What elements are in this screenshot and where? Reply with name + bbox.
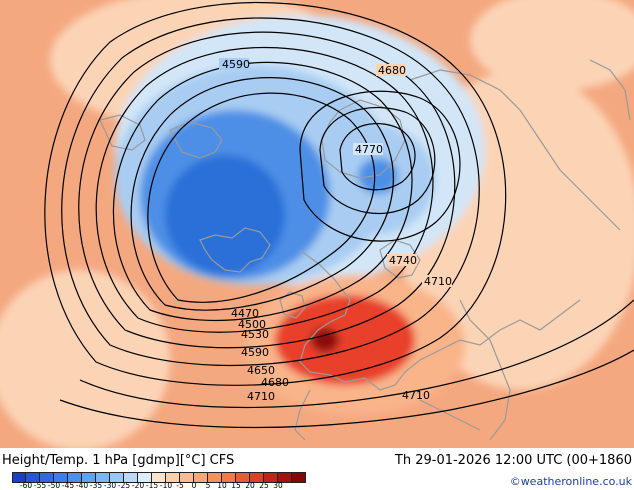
colorbar-swatch xyxy=(250,472,264,483)
contour-line xyxy=(130,77,394,311)
contour-label-4770: 4770 xyxy=(355,143,383,156)
colorbar-tick-label: -10 xyxy=(159,481,173,490)
coastline xyxy=(409,69,621,231)
contour-label-bg xyxy=(219,58,249,70)
dark-red-area xyxy=(311,328,339,352)
colorbar-swatch xyxy=(96,472,110,483)
coastline xyxy=(419,399,481,431)
coastlines xyxy=(99,59,631,441)
colorbar-tick-label: -20 xyxy=(131,481,145,490)
contour-line xyxy=(319,106,436,215)
map-canvas: 4590 4680 4770 4740 4710 4470 4500 4530 … xyxy=(0,0,634,448)
colorbar-tick-label: -45 xyxy=(61,481,75,490)
colorbar-swatch xyxy=(26,472,40,483)
colorbar xyxy=(12,472,306,483)
contour-label-4680-low: 4680 xyxy=(261,376,289,389)
coastline xyxy=(169,121,223,159)
contour-label-4590-top: 4590 xyxy=(222,58,250,71)
colorbar-swatch xyxy=(40,472,54,483)
contour-label-4710-right: 4710 xyxy=(424,275,452,288)
colorbar-swatch xyxy=(152,472,166,483)
colorbar-swatch xyxy=(180,472,194,483)
colorbar-tick-label: -25 xyxy=(117,481,131,490)
credit-link[interactable]: ©weatheronline.co.uk xyxy=(509,475,632,488)
coastline xyxy=(459,299,511,441)
colorbar-tick-label: 25 xyxy=(259,481,269,490)
height-contours xyxy=(44,1,634,429)
pale-warm-area xyxy=(0,270,170,448)
colorbar-tick-label: 5 xyxy=(205,481,211,490)
contour-label-4710-left: 4710 xyxy=(247,390,275,403)
contour-label-4740: 4740 xyxy=(389,254,417,267)
contour-line xyxy=(59,349,634,429)
red-area xyxy=(275,295,415,385)
colorbar-tick-label: 10 xyxy=(217,481,227,490)
contour-label-4680-top: 4680 xyxy=(378,64,406,77)
contour-line xyxy=(112,61,413,322)
colorbar-tick-label: -60 xyxy=(19,481,33,490)
coastline xyxy=(99,114,146,151)
colorbar-swatch xyxy=(278,472,292,483)
colorbar-tick-label: 0 xyxy=(191,481,197,490)
colorbar-tick-label: -30 xyxy=(103,481,117,490)
contour-label-bg xyxy=(422,275,452,287)
colorbar-swatch xyxy=(264,472,278,483)
contour-label-bg xyxy=(353,143,383,155)
colorbar-swatch xyxy=(208,472,222,483)
coastline xyxy=(279,291,306,319)
contour-line xyxy=(79,299,634,409)
colorbar-swatch xyxy=(166,472,180,483)
colorbar-swatch xyxy=(54,472,68,483)
colorbar-swatch xyxy=(12,472,26,483)
colorbar-swatch xyxy=(124,472,138,483)
colorbar-swatch xyxy=(82,472,96,483)
colorbar-swatch xyxy=(68,472,82,483)
deep-blue-area xyxy=(165,155,285,275)
colorbar-tick-label: -40 xyxy=(75,481,89,490)
valid-time: Th 29-01-2026 12:00 UTC (00+1860 xyxy=(394,453,632,468)
coastline xyxy=(294,389,311,441)
coastline xyxy=(379,239,421,279)
colorbar-tick-label: 30 xyxy=(273,481,283,490)
contour-line xyxy=(339,123,416,191)
contour-line xyxy=(299,90,461,242)
colorbar-swatch xyxy=(222,472,236,483)
coastline xyxy=(589,59,631,121)
footer: Height/Temp. 1 hPa [gdmp][°C] CFS Th 29-… xyxy=(0,448,634,490)
colorbar-tick-label: 20 xyxy=(245,481,255,490)
colorbar-tick-label: -15 xyxy=(145,481,159,490)
coastline xyxy=(299,249,581,391)
colorbar-tick-label: -55 xyxy=(33,481,47,490)
coastline xyxy=(199,227,271,273)
colorbar-swatch xyxy=(138,472,152,483)
colorbar-tick-label: -50 xyxy=(47,481,61,490)
contour-label-4470: 4470 xyxy=(231,307,259,320)
contour-label-4710-low-right: 4710 xyxy=(402,389,430,402)
colorbar-swatch xyxy=(194,472,208,483)
colorbar-tick-label: -35 xyxy=(89,481,103,490)
product-title: Height/Temp. 1 hPa [gdmp][°C] CFS xyxy=(2,453,235,468)
contour-line xyxy=(44,1,507,386)
contour-line xyxy=(147,92,376,303)
colorbar-swatch xyxy=(292,472,306,483)
contour-labels: 4590 4680 4770 4740 4710 4470 4500 4530 … xyxy=(219,58,452,403)
contour-label-4590-low: 4590 xyxy=(241,346,269,359)
contour-line xyxy=(61,17,480,367)
colorbar-tick-label: -5 xyxy=(176,481,184,490)
contour-label-4500: 4500 xyxy=(238,318,266,331)
contour-label-4530: 4530 xyxy=(241,328,269,341)
contour-label-bg xyxy=(376,64,406,76)
colorbar-swatch xyxy=(110,472,124,483)
contour-label-bg xyxy=(387,254,417,266)
colorbar-tick-label: 15 xyxy=(231,481,241,490)
contour-line xyxy=(78,31,456,349)
contour-label-4650: 4650 xyxy=(247,364,275,377)
colorbar-swatch xyxy=(236,472,250,483)
pale-warm-area xyxy=(470,0,634,90)
map-panel: 4590 4680 4770 4740 4710 4470 4500 4530 … xyxy=(0,0,634,448)
